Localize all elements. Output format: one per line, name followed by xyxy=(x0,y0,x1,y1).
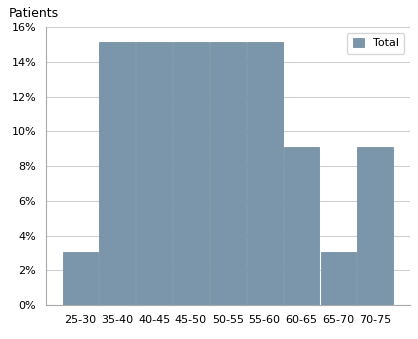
Bar xyxy=(63,253,98,305)
Bar xyxy=(173,42,209,305)
Bar xyxy=(357,147,393,305)
Bar xyxy=(321,253,356,305)
Bar xyxy=(99,42,135,305)
Text: Patients: Patients xyxy=(8,7,59,20)
Bar xyxy=(284,147,319,305)
Bar xyxy=(136,42,172,305)
Bar xyxy=(247,42,283,305)
Bar xyxy=(210,42,246,305)
Legend: Total: Total xyxy=(347,33,404,54)
